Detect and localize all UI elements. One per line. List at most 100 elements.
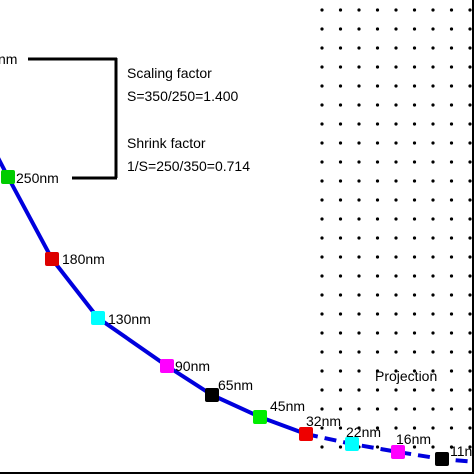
- grid-dot: [375, 331, 380, 335]
- grid-dot: [394, 8, 398, 12]
- scaling-factor-formula: S=350/250=1.400: [127, 88, 239, 104]
- grid-dot: [394, 141, 398, 145]
- grid-dot: [412, 293, 417, 297]
- grid-dot: [431, 274, 435, 278]
- grid-dot: [338, 198, 343, 202]
- grid-dot: [449, 217, 454, 221]
- grid-dot: [468, 331, 472, 335]
- grid-dot: [412, 8, 417, 12]
- grid-dot: [375, 255, 380, 259]
- grid-dot: [431, 27, 435, 31]
- point-label-32nm: 32nm: [306, 413, 341, 429]
- grid-dot: [375, 103, 380, 107]
- grid-dot: [320, 65, 324, 69]
- grid-dot: [431, 160, 435, 164]
- grid-dot: [375, 350, 380, 354]
- grid-dot: [357, 236, 361, 240]
- grid-dot: [357, 179, 361, 183]
- point-label-22nm: 22nm: [346, 424, 381, 440]
- grid-dot: [338, 103, 343, 107]
- point-marker-11nm: [435, 452, 449, 466]
- grid-dot: [338, 65, 343, 69]
- grid-dot: [338, 350, 343, 354]
- grid-dot: [320, 369, 324, 373]
- shrink-factor-formula: 1/S=250/350=0.714: [127, 158, 250, 174]
- grid-dot: [412, 84, 417, 88]
- grid-dot: [468, 103, 472, 107]
- grid-dot: [412, 198, 417, 202]
- grid-dot: [468, 350, 472, 354]
- grid-dot: [357, 198, 361, 202]
- grid-dot: [412, 27, 417, 31]
- grid-dot: [394, 331, 398, 335]
- series-markers: [1, 170, 449, 466]
- grid-dot: [357, 84, 361, 88]
- grid-dot: [357, 160, 361, 164]
- grid-dot: [468, 255, 472, 259]
- point-label-45nm: 45nm: [270, 398, 305, 414]
- grid-dot: [431, 312, 435, 316]
- grid-dot: [449, 65, 454, 69]
- grid-dot: [412, 426, 417, 430]
- grid-dot: [412, 46, 417, 50]
- grid-dot: [394, 160, 398, 164]
- grid-dot: [468, 236, 472, 240]
- grid-dot: [449, 141, 454, 145]
- grid-dot: [449, 46, 454, 50]
- grid-dot: [449, 445, 454, 449]
- grid-dot: [320, 255, 324, 259]
- grid-dot: [357, 141, 361, 145]
- grid-dot: [431, 103, 435, 107]
- grid-dot: [431, 331, 435, 335]
- grid-dot: [412, 255, 417, 259]
- grid-dot: [449, 27, 454, 31]
- grid-dot: [320, 198, 324, 202]
- grid-dot: [468, 27, 472, 31]
- grid-dot: [338, 84, 343, 88]
- grid-dot: [320, 293, 324, 297]
- grid-dot: [357, 46, 361, 50]
- grid-dot: [375, 46, 380, 50]
- grid-dot: [375, 388, 380, 392]
- grid-dot: [431, 179, 435, 183]
- projection-dot-grid: [320, 8, 472, 449]
- grid-dot: [320, 407, 324, 411]
- grid-dot: [338, 141, 343, 145]
- grid-dot: [431, 198, 435, 202]
- grid-dot: [357, 103, 361, 107]
- point-marker-90nm: [160, 359, 174, 373]
- grid-dot: [449, 103, 454, 107]
- grid-dot: [338, 255, 343, 259]
- grid-dot: [412, 122, 417, 126]
- grid-dot: [431, 388, 435, 392]
- grid-dot: [431, 236, 435, 240]
- grid-dot: [431, 217, 435, 221]
- grid-dot: [468, 426, 472, 430]
- grid-dot: [431, 445, 435, 449]
- grid-dot: [320, 217, 324, 221]
- grid-dot: [357, 407, 361, 411]
- grid-dot: [394, 65, 398, 69]
- grid-dot: [338, 27, 343, 31]
- grid-dot: [431, 369, 435, 373]
- grid-dot: [338, 122, 343, 126]
- grid-dot: [338, 293, 343, 297]
- grid-dot: [394, 388, 398, 392]
- point-label-90nm: 90nm: [175, 358, 210, 374]
- grid-dot: [320, 141, 324, 145]
- grid-dot: [468, 293, 472, 297]
- grid-dot: [431, 350, 435, 354]
- scaling-bracket: [28, 57, 118, 180]
- point-label-65nm: 65nm: [218, 377, 253, 393]
- grid-dot: [375, 122, 380, 126]
- grid-dot: [394, 255, 398, 259]
- scaling-factor-title: Scaling factor: [127, 65, 212, 81]
- grid-dot: [320, 236, 324, 240]
- grid-dot: [357, 8, 361, 12]
- point-label-11nm: 11nm: [450, 443, 474, 459]
- grid-dot: [375, 65, 380, 69]
- grid-dot: [431, 122, 435, 126]
- grid-dot: [320, 388, 324, 392]
- grid-dot: [449, 426, 454, 430]
